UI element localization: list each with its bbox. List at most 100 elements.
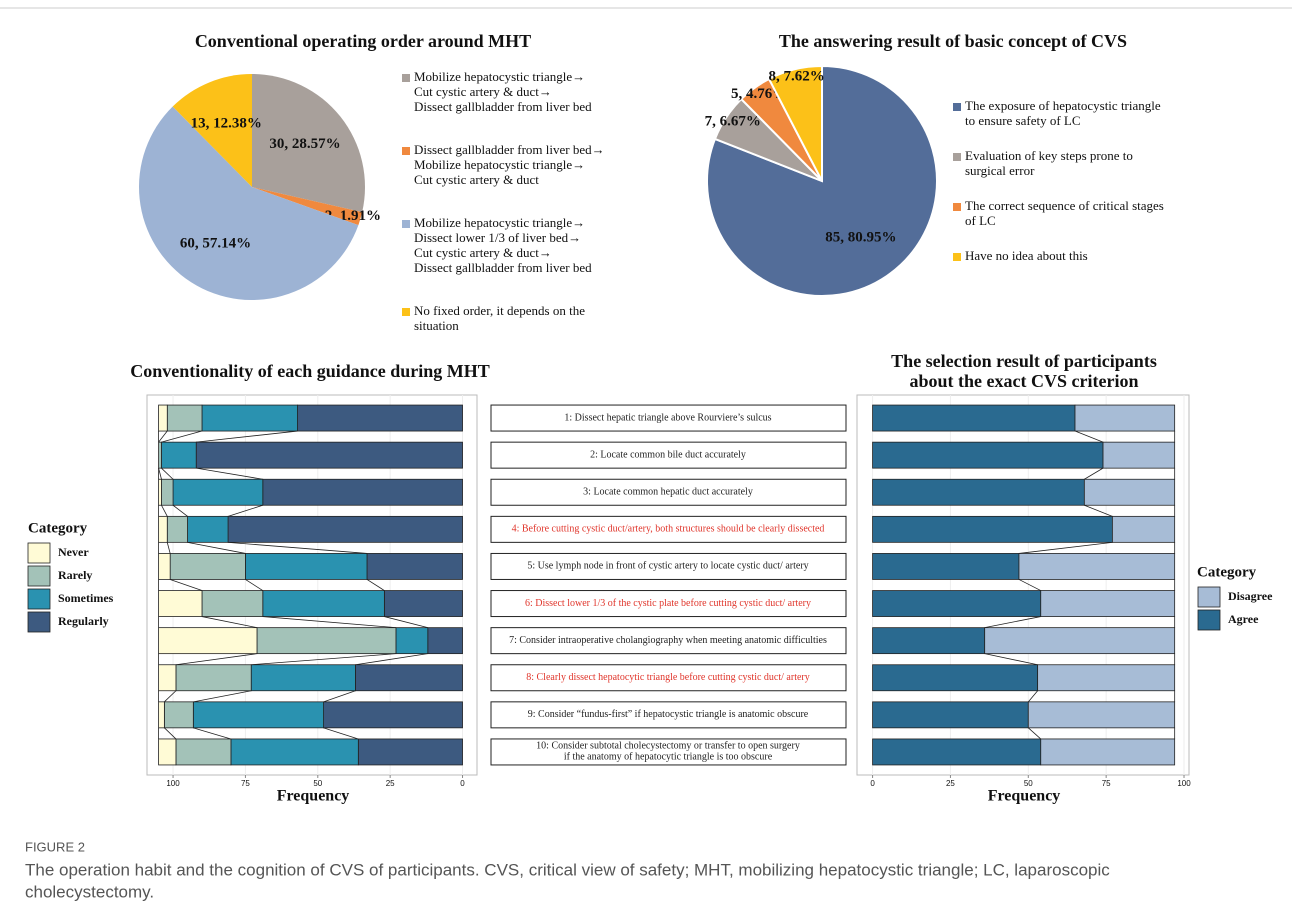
connector: [161, 430, 203, 443]
x-tick-label: 0: [870, 779, 875, 788]
pie-slice: [172, 74, 252, 187]
bar-segment: [245, 553, 368, 580]
guidance-label: 6: Dissect lower 1/3 of the cystic plate…: [525, 598, 811, 609]
x-tick-label: 100: [1177, 779, 1191, 788]
connector: [161, 467, 174, 480]
bar-segment: [872, 738, 1042, 766]
slice-label: 8, 7.62%: [769, 69, 825, 85]
legend-label: The correct sequence of critical stages: [965, 198, 1164, 213]
legend-title: Category: [1197, 564, 1257, 580]
bar-segment: [355, 664, 463, 692]
bar-segment: [163, 701, 194, 729]
legend-label: Sometimes: [58, 591, 114, 605]
connector: [245, 579, 264, 591]
bar-segment: [872, 664, 1039, 692]
bar-segment: [872, 404, 1076, 432]
bar-segment: [172, 478, 264, 506]
legend-label: surgical error: [965, 163, 1035, 178]
legend-label: Mobilize hepatocystic triangle→: [414, 215, 585, 230]
bar-segment: [250, 664, 356, 692]
guidance-box: [490, 590, 847, 618]
slice-label: 60, 57.14%: [180, 236, 251, 252]
caption-text: cholecystectomy.: [25, 882, 154, 901]
connector: [1074, 430, 1104, 443]
legend-label: No fixed order, it depends on the: [414, 303, 585, 318]
guidance-label: 5: Use lymph node in front of cystic art…: [527, 561, 808, 572]
connector: [1084, 467, 1104, 480]
bar-segment: [158, 664, 177, 692]
x-tick-label: 25: [386, 779, 395, 788]
chart-title: Conventionality of each guidance during …: [130, 361, 490, 381]
bar-segment: [1018, 553, 1176, 580]
legend-title: Category: [28, 520, 88, 536]
bar-segment: [158, 553, 171, 580]
slice-label: 30, 28.57%: [269, 136, 340, 152]
bar-segment: [872, 590, 1042, 617]
bar-segment: [158, 627, 258, 655]
guidance-label: 7: Consider intraoperative cholangiograp…: [509, 635, 827, 646]
bar-segment: [297, 404, 463, 432]
chart-title: about the exact CVS criterion: [910, 371, 1139, 391]
legend-swatch: [953, 153, 961, 161]
guidance-box: [490, 478, 847, 506]
guidance-box: [490, 404, 847, 432]
chart-title: The answering result of basic concept of…: [779, 31, 1127, 51]
guidance-box: [490, 738, 847, 766]
x-tick-label: 100: [166, 779, 180, 788]
chart-title: Conventional operating order around MHT: [195, 31, 531, 51]
connector: [323, 727, 359, 740]
guidance-box: [490, 664, 847, 692]
guidance-box: [490, 441, 847, 469]
guidance-label: 9: Consider “fundus-first” if hepatocyst…: [528, 709, 809, 720]
legend-label: Disagree: [1228, 589, 1273, 603]
bar-segment: [158, 738, 177, 766]
pie-slice: [767, 64, 823, 182]
bar-segment: [262, 590, 385, 617]
bar-segment: [201, 590, 264, 617]
legend-label: Have no idea about this: [965, 248, 1088, 263]
slice-label: 7, 6.67%: [705, 114, 761, 130]
bar-segment: [158, 441, 162, 469]
connector: [1027, 690, 1038, 703]
legend-label: Cut cystic artery & duct→: [414, 245, 552, 260]
bar-segment: [383, 590, 463, 617]
bar-segment: [872, 701, 1029, 729]
bar-segment: [187, 515, 229, 543]
bar-segment: [227, 515, 463, 543]
guidance-label: 8: Clearly dissect hepatocytic triangle …: [526, 672, 810, 683]
legend-swatch: [953, 253, 961, 261]
legend-swatch: [1197, 609, 1221, 631]
bar-segment: [175, 664, 252, 692]
pie-slice: [138, 106, 359, 301]
legend-label: of LC: [965, 213, 996, 228]
connector: [196, 430, 298, 443]
legend-label: situation: [414, 318, 459, 333]
connector: [193, 727, 232, 740]
bar-segment: [161, 478, 174, 506]
bar-segment: [1102, 441, 1176, 469]
connector: [164, 690, 177, 703]
connector: [1084, 504, 1113, 517]
legend-label: Rarely: [58, 568, 92, 582]
bar-segment: [1037, 664, 1176, 692]
bar-segment: [872, 515, 1113, 543]
legend-swatch: [402, 308, 410, 316]
x-axis-label: Frequency: [988, 788, 1061, 805]
bar-segment: [872, 478, 1085, 506]
legend-label: Evaluation of key steps prone to: [965, 148, 1133, 163]
connector: [227, 504, 263, 517]
connector: [193, 690, 252, 703]
bar-segment: [872, 627, 986, 655]
caption-label: FIGURE 2: [25, 839, 85, 854]
caption-text: The operation habit and the cognition of…: [25, 860, 1110, 879]
legend-swatch: [402, 147, 410, 155]
slice-label: 5, 4.76%: [731, 86, 787, 102]
connector: [355, 653, 428, 666]
pie-slice: [706, 64, 938, 297]
legend-label: Agree: [1228, 612, 1259, 626]
legend-label: Dissect lower 1/3 of liver bed→: [414, 230, 581, 245]
bar-segment: [872, 553, 1020, 580]
legend-swatch: [27, 588, 51, 610]
bar-segment: [1040, 738, 1176, 766]
